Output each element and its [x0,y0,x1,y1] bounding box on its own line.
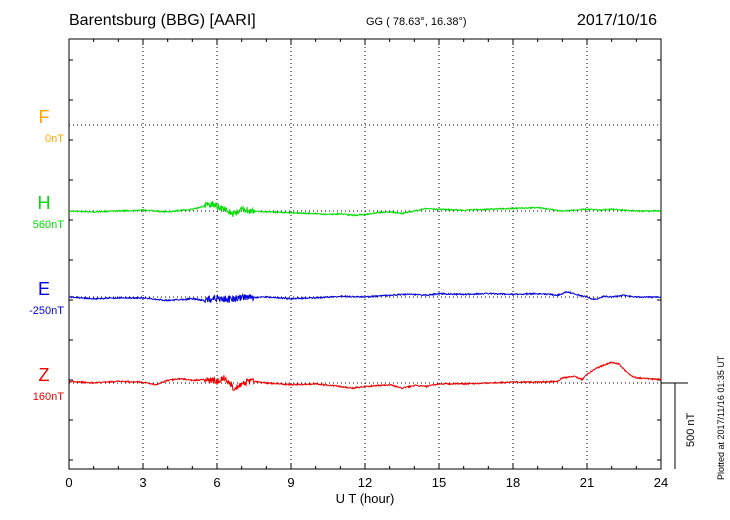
x-tick-label: 12 [358,475,372,490]
x-ticks [68,39,662,469]
plotted-timestamp: Plotted at 2017/11/16 01:35 UT [716,355,726,480]
x-tick-label: 9 [287,475,294,490]
component-h-baseline: 560nT [33,219,64,231]
vertical-grid [142,39,588,469]
x-tick-label: 15 [432,475,446,490]
component-z-baseline: 160nT [33,391,64,403]
component-f-label: F [39,107,50,127]
trace-e [68,290,662,304]
component-e-baseline: -250nT [29,305,64,317]
coordinates-label: GG ( 78.63°, 16.38°) [366,16,467,28]
x-tick-label: 3 [139,475,146,490]
trace-z [68,361,662,391]
x-tick-label: 0 [65,475,72,490]
x-axis-title: U T (hour) [336,491,395,506]
scale-bar: 500 nT [661,382,697,469]
station-title: Barentsburg (BBG) [AARI] [69,12,256,29]
x-tick-label: 18 [506,475,520,490]
x-tick-label: 24 [654,475,668,490]
component-h-label: H [38,193,51,213]
x-tick-labels: 0 3 6 9 12 15 18 21 24 [65,475,668,490]
component-e-label: E [38,279,50,299]
trace-group [68,200,662,391]
date-label: 2017/10/16 [577,12,658,29]
scale-bar-label: 500 nT [685,412,697,447]
component-f-baseline: 0nT [45,133,64,145]
component-z-label: Z [39,365,50,385]
component-labels: F 0nT H 560nT E -250nT Z 160nT [29,107,64,403]
trace-h [68,200,662,217]
x-tick-label: 21 [580,475,594,490]
x-tick-label: 6 [213,475,220,490]
